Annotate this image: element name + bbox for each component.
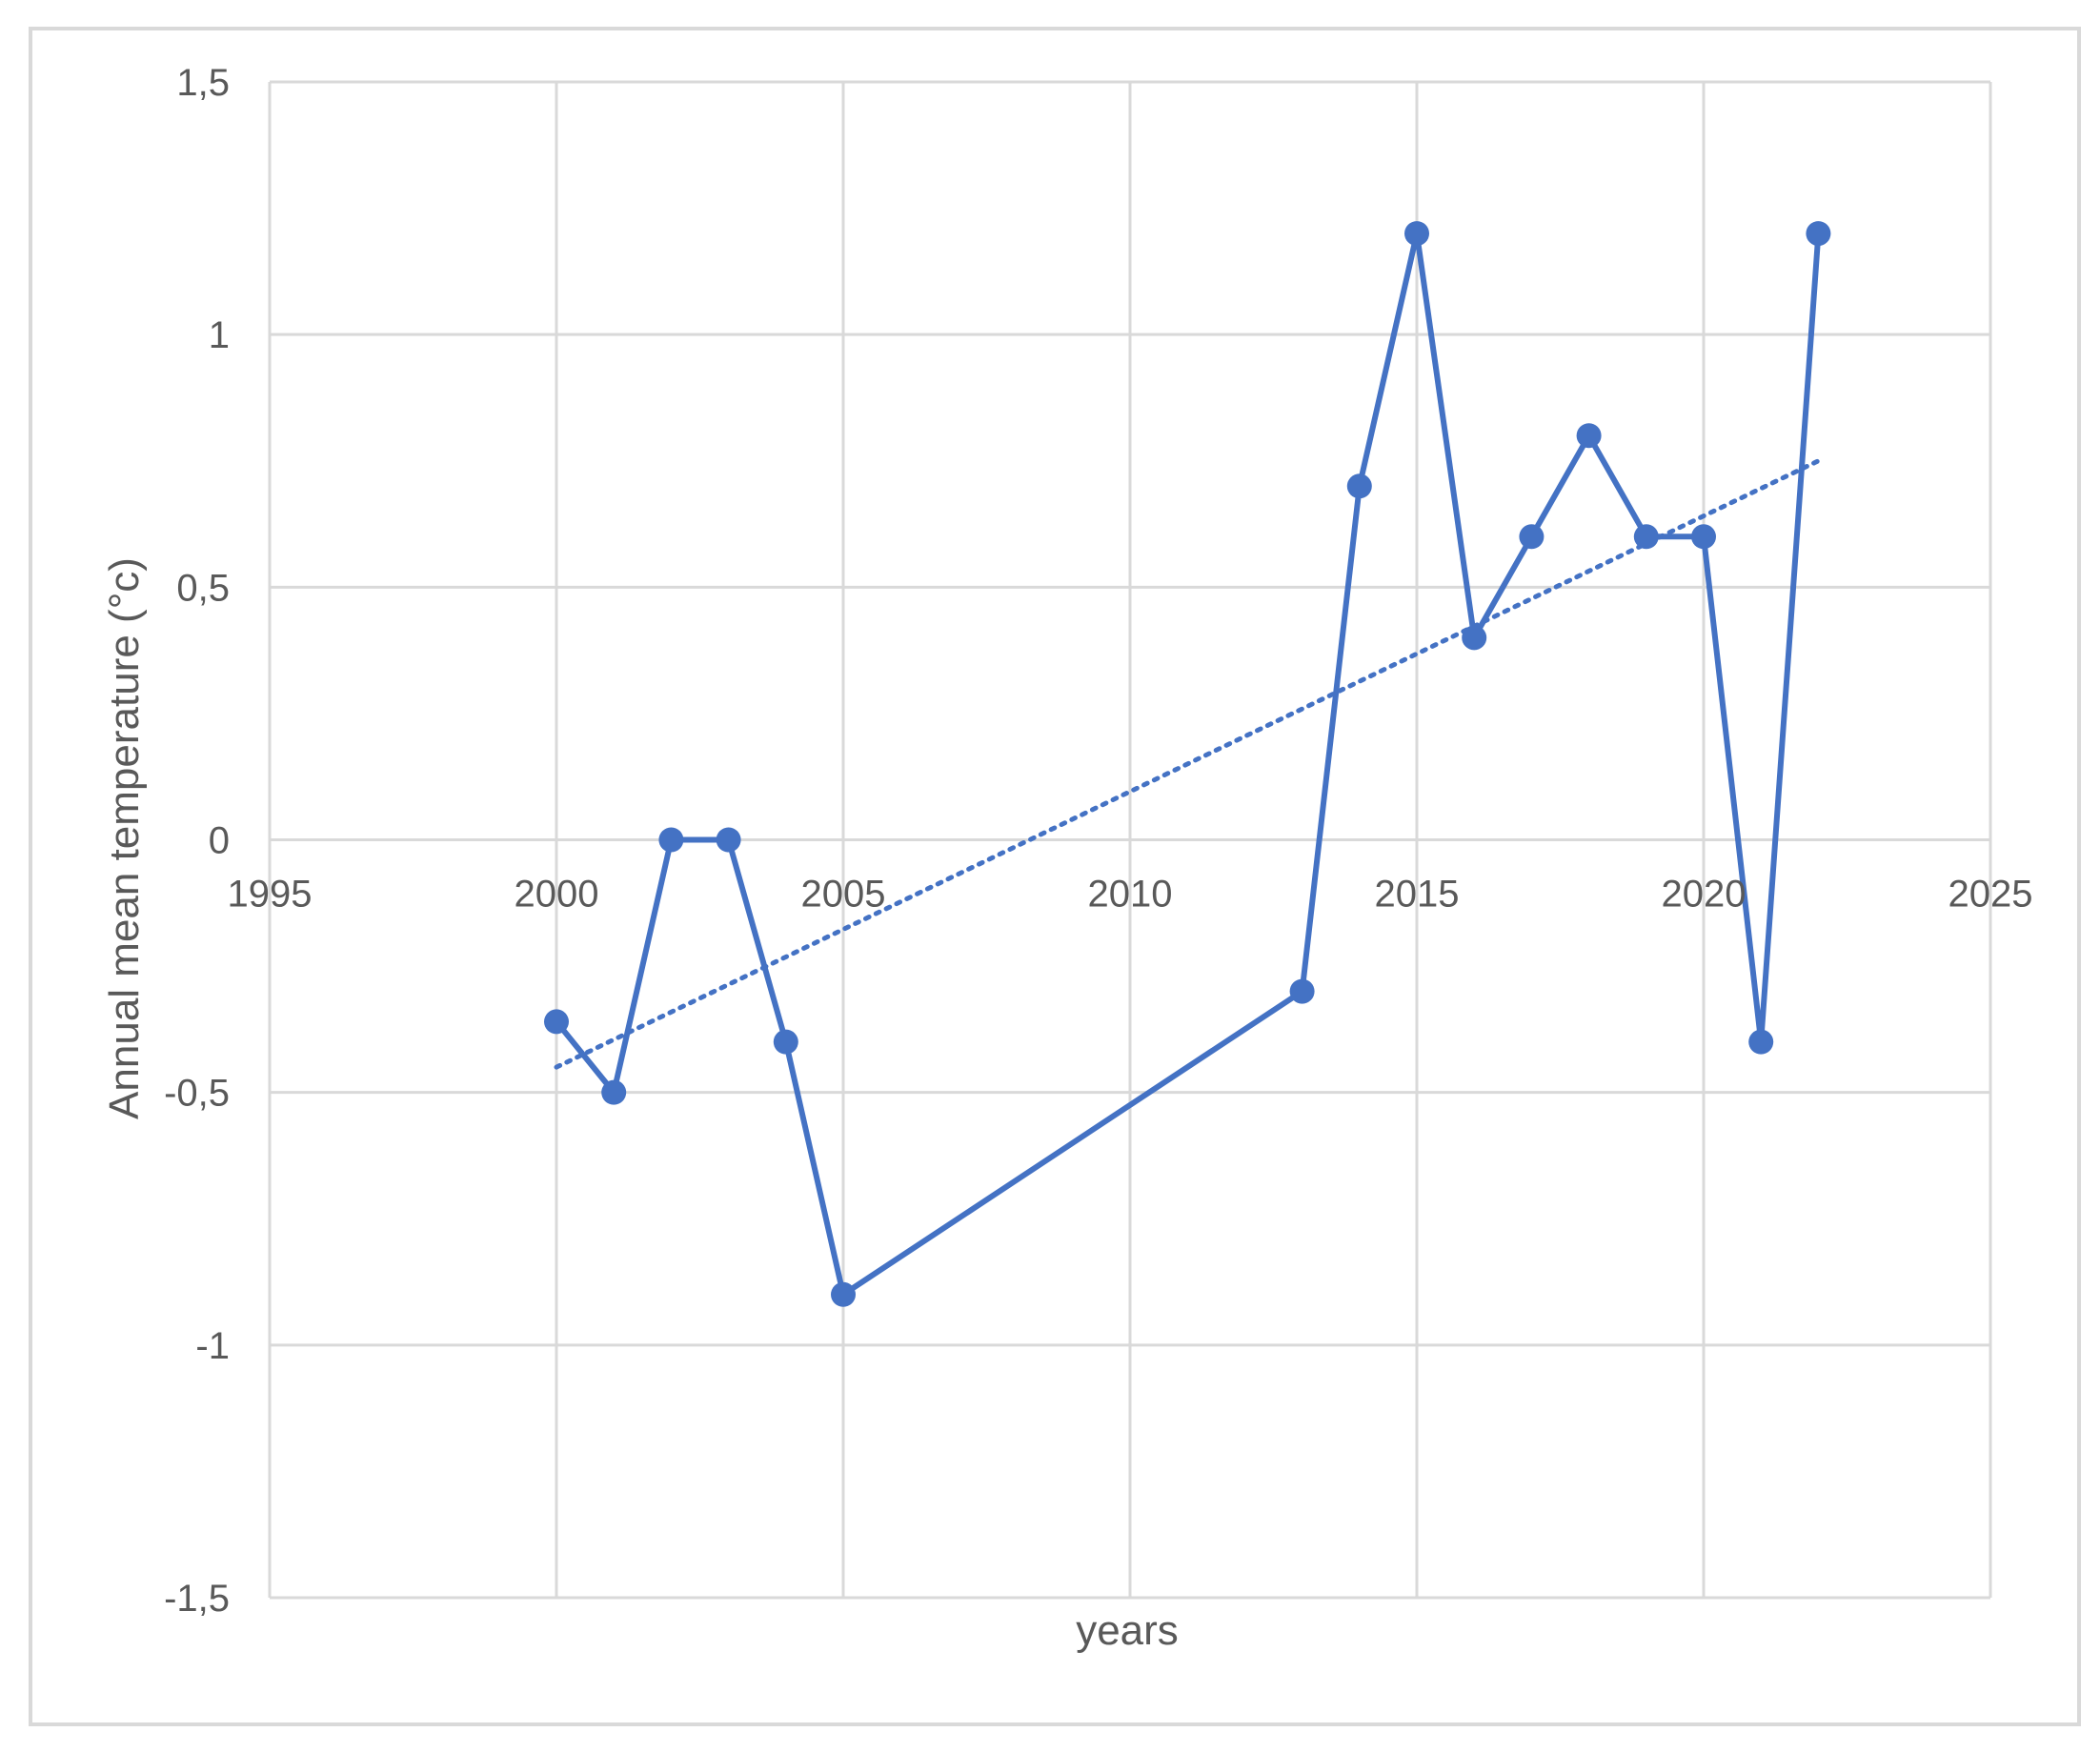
- x-tick-label: 2010: [1088, 874, 1173, 916]
- data-point: [1691, 524, 1716, 550]
- data-point: [1346, 473, 1372, 499]
- data-point: [544, 1009, 569, 1035]
- data-point: [1289, 978, 1315, 1004]
- x-tick-label: 2020: [1662, 874, 1747, 916]
- data-point: [773, 1029, 798, 1055]
- tick-labels: 1995 2000 2005 2010 2015 2020 2025 1,5 1 0,5 0 -0,5…: [164, 62, 2032, 1620]
- data-point: [1633, 524, 1659, 550]
- data-point: [658, 827, 684, 853]
- data-point: [831, 1281, 856, 1307]
- series-group: [544, 221, 1831, 1307]
- x-axis-title: years: [1076, 1607, 1179, 1654]
- x-tick-label: 2000: [515, 874, 599, 916]
- x-tick-label: 2015: [1375, 874, 1460, 916]
- y-tick-label: 1,5: [176, 62, 230, 104]
- data-point: [1748, 1029, 1774, 1055]
- grid-lines: [268, 80, 1992, 1600]
- y-tick-label: -0,5: [164, 1073, 230, 1115]
- data-point: [716, 827, 741, 853]
- y-tick-label: -1: [195, 1325, 230, 1367]
- data-point: [1404, 221, 1429, 247]
- x-tick-label: 1995: [228, 874, 313, 916]
- data-point: [601, 1079, 627, 1105]
- y-tick-label: 0: [209, 820, 230, 862]
- x-tick-label: 2025: [1949, 874, 2033, 916]
- series-line: [554, 231, 1822, 1298]
- y-tick-label: -1,5: [164, 1578, 230, 1620]
- y-tick-label: 1: [209, 314, 230, 356]
- chart-border: [29, 27, 2081, 1726]
- data-point: [1519, 524, 1545, 550]
- y-tick-label: 0,5: [176, 567, 230, 609]
- data-point: [1462, 625, 1487, 651]
- y-axis-title: Annual mean temperature (°c): [101, 557, 148, 1119]
- data-point: [1576, 423, 1602, 449]
- data-point: [1806, 221, 1831, 247]
- x-tick-label: 2005: [801, 874, 886, 916]
